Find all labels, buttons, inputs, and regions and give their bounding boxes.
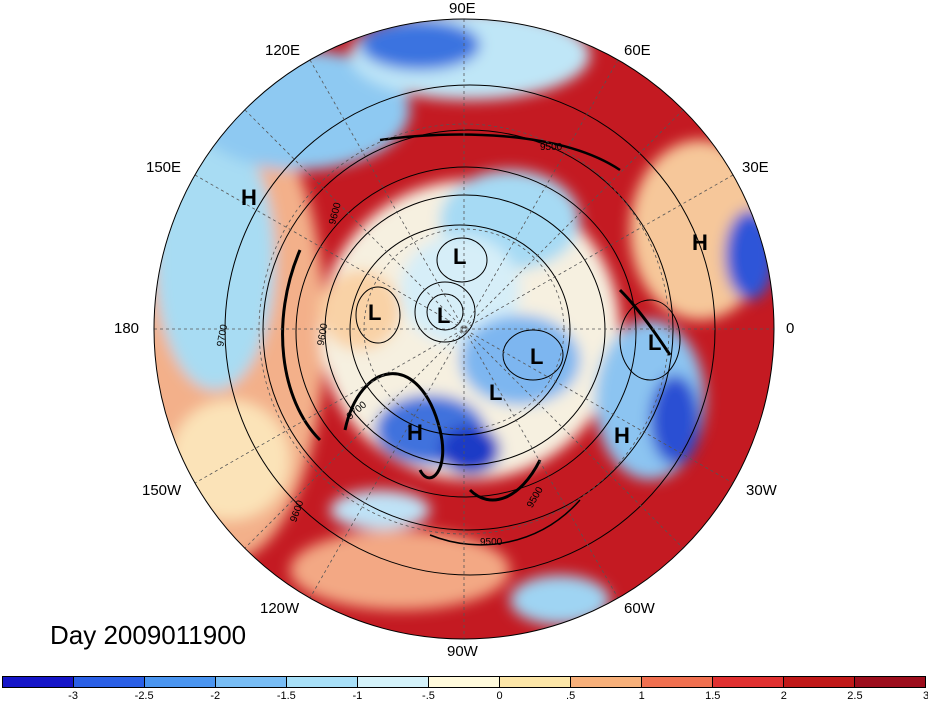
colorbar-tick-label: .5 (566, 690, 576, 702)
lon-label-30e: 30E (742, 159, 769, 176)
colorbar-tick-label: -2.5 (134, 690, 154, 702)
lon-label-150e: 150E (146, 159, 182, 176)
lon-label-90e: 90E (449, 0, 476, 17)
colorbar-segment (429, 677, 500, 687)
low-marker: L (368, 300, 381, 325)
low-marker: L (489, 380, 502, 405)
colorbar-segment (642, 677, 713, 687)
anomaly-field (154, 19, 774, 639)
colorbar-segment (500, 677, 571, 687)
colorbar-segment (358, 677, 429, 687)
contour-label: 9500 (540, 142, 563, 153)
colorbar-segment (145, 677, 216, 687)
lon-label-60w: 60W (624, 600, 655, 617)
low-marker: L (437, 303, 450, 328)
high-marker: H (241, 185, 257, 210)
low-marker: L (453, 244, 466, 269)
colorbar-tick-label: -3 (68, 690, 78, 702)
pressure-markers: H H H H L L L L L L (241, 185, 708, 448)
colorbar-segment (74, 677, 145, 687)
lon-label-0: 0 (786, 320, 795, 337)
graticule (154, 19, 774, 639)
colorbar-segment (784, 677, 855, 687)
colorbar-tick-label: 1 (638, 690, 645, 702)
low-marker: L (530, 344, 543, 369)
high-marker: H (407, 420, 423, 445)
lon-label-180: 180 (114, 320, 140, 337)
day-title: Day 2009011900 (50, 620, 247, 650)
lon-label-120e: 120E (265, 42, 301, 59)
colorbar-segment (287, 677, 358, 687)
colorbar-tick-label: -1 (352, 690, 363, 702)
lon-label-90w: 90W (447, 643, 478, 660)
colorbar-tick-label: -1.5 (276, 690, 296, 702)
lon-label-120w: 120W (260, 600, 300, 617)
lon-label-30w: 30W (746, 482, 777, 499)
colorbar-segment (571, 677, 642, 687)
high-marker: H (614, 423, 630, 448)
colorbar-tick-label: 2 (780, 690, 787, 702)
lon-label-60e: 60E (624, 42, 651, 59)
colorbar-segment (713, 677, 784, 687)
map-boundary (153, 18, 775, 640)
contour-label: 9500 (480, 537, 503, 548)
colorbar-tick-label: 1.5 (705, 690, 721, 702)
colorbar (2, 676, 926, 688)
colorbar-tick-label: 2.5 (847, 690, 863, 702)
colorbar-segment (216, 677, 287, 687)
low-marker: L (648, 330, 661, 355)
colorbar-segment (855, 677, 925, 687)
colorbar-tick-label: -2 (210, 690, 221, 702)
colorbar-tick-label: 3 (922, 690, 928, 702)
contour-label: 9600 (316, 322, 331, 346)
colorbar-tick-label: 0 (496, 690, 503, 702)
high-marker: H (692, 230, 708, 255)
contour-label: 9700 (215, 323, 230, 347)
colorbar-tick-label: -.5 (422, 690, 435, 702)
lon-label-150w: 150W (142, 482, 182, 499)
colorbar-segment (3, 677, 74, 687)
height-contours (224, 84, 716, 576)
